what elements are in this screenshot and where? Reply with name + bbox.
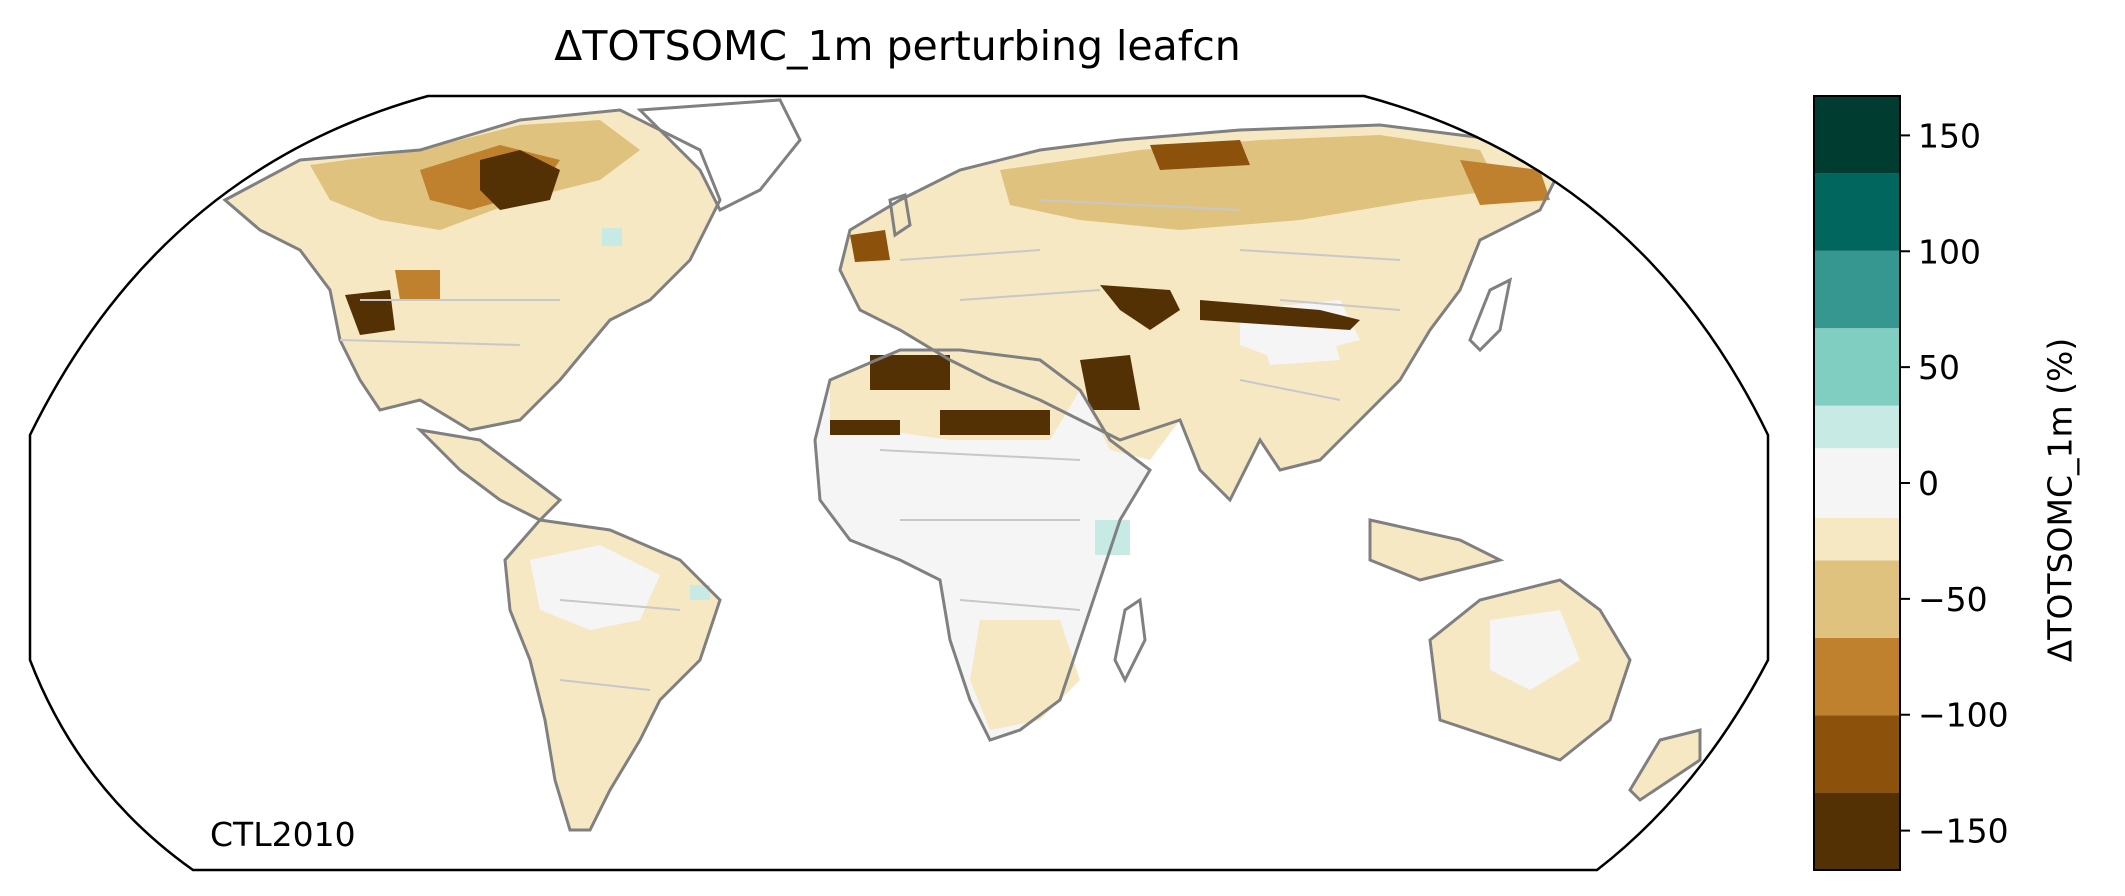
coastline-layer (222, 98, 1702, 832)
map-annotation: CTL2010 (210, 815, 356, 854)
colorbar-tick-label: 0 (1918, 464, 1939, 503)
greenland-coastline (636, 98, 802, 213)
colorbar-tick-label: 100 (1918, 232, 1981, 271)
colorbar-segment (1814, 328, 1900, 406)
sahara-dark-2 (940, 410, 1050, 435)
greenland-fill (640, 100, 800, 210)
amazon-fill (530, 545, 660, 630)
country-borders (339, 199, 1401, 691)
map-title: ΔTOTSOMC_1m perturbing leafcn (554, 22, 1241, 70)
colorbar-segment (1814, 250, 1900, 329)
teal-cell-brazil (690, 585, 710, 600)
teal-cell-canada (602, 228, 622, 246)
caspian-band-1 (1100, 285, 1180, 330)
central-america-coastline (415, 427, 563, 522)
colorbar-segment (1814, 405, 1900, 449)
teal-cell-east-africa (1095, 520, 1130, 555)
central-america-fill (420, 430, 560, 520)
colorbar-segment (1814, 173, 1900, 251)
colorbar-segment (1814, 96, 1900, 174)
south-africa-fill (970, 620, 1080, 730)
colorbar (1813, 95, 1901, 871)
colorbar-tick-label: 150 (1918, 116, 1981, 155)
east-siberia-dark (1150, 140, 1250, 170)
map-boundary (28, 94, 1770, 872)
far-east-dark (1460, 160, 1550, 205)
sahara-dark-3 (830, 420, 900, 435)
australia-coastline (1428, 578, 1632, 762)
tibet-fill (1260, 325, 1340, 365)
colorbar-tick-label: −50 (1918, 580, 1988, 619)
colorbar-label: ΔTOTSOMC_1m (%) (2040, 337, 2080, 663)
madagascar-coastline (1113, 597, 1147, 684)
usa-west-dark (345, 290, 395, 335)
africa-coastline (813, 348, 1152, 742)
colorbar-segment (1814, 448, 1900, 518)
uk-coastline (888, 193, 912, 238)
colorbar-segment (1814, 637, 1900, 716)
indonesia-fill (1370, 520, 1500, 580)
colorbar-segment (1814, 792, 1900, 870)
colorbar-segment (1814, 517, 1900, 561)
sahara-dark-1 (870, 355, 950, 390)
eurasia-coastline (838, 123, 1563, 503)
colorbar-tick-label: 50 (1918, 348, 1960, 387)
colorbar-segment (1814, 715, 1900, 793)
new-zealand-coastline (1628, 728, 1702, 802)
north-america-coastline (222, 108, 722, 432)
colorbar-tick-label: −100 (1918, 696, 2009, 735)
colorbar-ticks: 150 100 50 0 −50 −100 −150 (1900, 116, 2009, 851)
arabia-dark (1080, 355, 1140, 410)
hudson-dark-fill (480, 150, 560, 210)
colorbar-tick-label: −150 (1918, 812, 2009, 851)
japan-coastline (1468, 277, 1513, 353)
south-america-coastline (503, 518, 722, 832)
colorbar-segment (1814, 560, 1900, 638)
australia-light (1490, 610, 1580, 690)
europe-dark (850, 230, 890, 262)
new-zealand-fill (1630, 730, 1700, 800)
siberia-tan-fill (1000, 135, 1500, 230)
land-data-layer (225, 100, 1700, 830)
caspian-band-2 (1200, 300, 1360, 330)
indonesia-coastline (1368, 518, 1505, 582)
usa-west-brown (395, 270, 440, 300)
